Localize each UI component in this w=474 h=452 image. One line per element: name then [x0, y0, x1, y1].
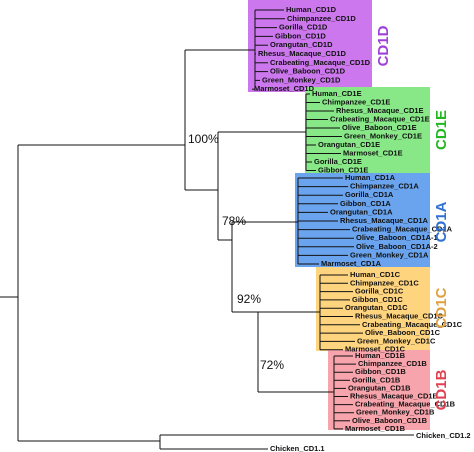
leaf-label: Chimpanzee_CD1C — [350, 278, 419, 287]
leaf-label: Green_Monkey_CD1E — [344, 131, 422, 140]
leaf-label: Human_CD1A — [345, 173, 396, 182]
leaf-label: Gibbon_CD1B — [355, 367, 406, 376]
leaf-label: Olive_Baboon_CD1C — [365, 328, 441, 337]
leaf-label: Chimpanzee_CD1E — [322, 97, 390, 106]
leaf-label: Crabeating_Macaque_CD1D — [270, 58, 371, 67]
leaf-label: Crabeating_Macaque_CD1A — [352, 225, 453, 234]
leaf-label: Olive_Baboon_CD1E — [342, 123, 417, 132]
leaf-label: Orangutan_CD1B — [348, 383, 411, 392]
leaf-label: Rhesus_Macaque_CD1E — [336, 106, 424, 115]
clade-label: CD1A — [433, 201, 450, 242]
leaf-label: Orangutan_CD1A — [330, 207, 393, 216]
leaf-label: Olive_Baboon_CD1B — [352, 416, 428, 425]
leaf-label: Gibbon_CD1D — [275, 31, 326, 40]
leaf-label: Crabeating_Macaque_CD1C — [362, 320, 463, 329]
leaf-label: Green_Monkey_CD1B — [356, 408, 435, 417]
leaf-label: Orangutan_CD1C — [345, 303, 408, 312]
clade-label: CD1D — [375, 25, 392, 66]
leaf-label: Human_CD1E — [312, 89, 362, 98]
leaf-label: Orangutan_CD1D — [270, 40, 333, 49]
leaf-label: Olive_Baboon_CD1D — [270, 67, 346, 76]
clade-box — [305, 87, 430, 173]
leaf-label: Marmoset_CD1D — [254, 84, 315, 93]
leaf-label: Gibbon_CD1C — [352, 295, 403, 304]
leaf-label: Human_CD1B — [355, 351, 406, 360]
leaf-label: Rhesus_Macaque_CD1D — [258, 49, 347, 58]
clade-label: CD1C — [433, 287, 450, 328]
bootstrap-label: 92% — [237, 292, 261, 306]
leaf-label: Gorilla_CD1D — [279, 23, 328, 32]
leaf-label: Gibbon_CD1E — [318, 165, 368, 174]
leaf-label: Marmoset_CD1E — [343, 148, 403, 157]
leaf-label: Rhesus_Macaque_CD1C — [355, 311, 444, 320]
leaf-label: Chimpanzee_CD1D — [287, 14, 356, 23]
leaf-label: Gibbon_CD1A — [340, 199, 391, 208]
leaf-label: Orangutan_CD1E — [318, 140, 380, 149]
leaf-label: Green_Monkey_CD1D — [262, 75, 341, 84]
leaf-label: Gorilla_CD1C — [355, 287, 404, 296]
leaf-label: Marmoset_CD1B — [345, 424, 406, 433]
leaf-label: Olive_Baboon_CD1A-1 — [356, 233, 438, 242]
leaf-label: Chicken_CD1.1 — [270, 444, 325, 452]
bootstrap-label: 100% — [188, 132, 219, 146]
leaf-label: Human_CD1C — [350, 270, 401, 279]
leaf-label: Rhesus_Macaque_CD1A — [340, 216, 429, 225]
bootstrap-label: 78% — [222, 214, 246, 228]
clade-box — [248, 0, 372, 92]
leaf-label: Green_Monkey_CD1A — [350, 250, 429, 259]
leaf-label: Chimpanzee_CD1A — [350, 182, 419, 191]
leaf-label: Gorilla_CD1A — [345, 190, 394, 199]
leaf-label: Olive_Baboon_CD1A-2 — [356, 242, 438, 251]
leaf-label: Marmoset_CD1A — [321, 259, 382, 268]
leaf-label: Chicken_CD1.2 — [416, 431, 471, 440]
leaf-label: Green_Monkey_CD1C — [357, 336, 436, 345]
leaf-label: Chimpanzee_CD1B — [358, 359, 427, 368]
bootstrap-label: 72% — [260, 358, 284, 372]
leaf-label: Crabeating_Macaque_CD1B — [355, 400, 456, 409]
leaf-label: Gorilla_CD1E — [314, 157, 362, 166]
clade-box — [316, 267, 430, 351]
leaf-label: Human_CD1D — [286, 5, 337, 14]
leaf-label: Rhesus_Macaque_CD1B — [350, 391, 439, 400]
leaf-label: Gorilla_CD1B — [352, 375, 401, 384]
leaf-label: Marmoset_CD1C — [345, 345, 406, 354]
clade-label: CD1B — [433, 369, 450, 410]
clade-box — [295, 173, 430, 267]
clade-label: CD1E — [433, 110, 450, 150]
leaf-label: Crabeating_Macaque_CD1E — [330, 114, 430, 123]
clade-box — [328, 350, 430, 430]
